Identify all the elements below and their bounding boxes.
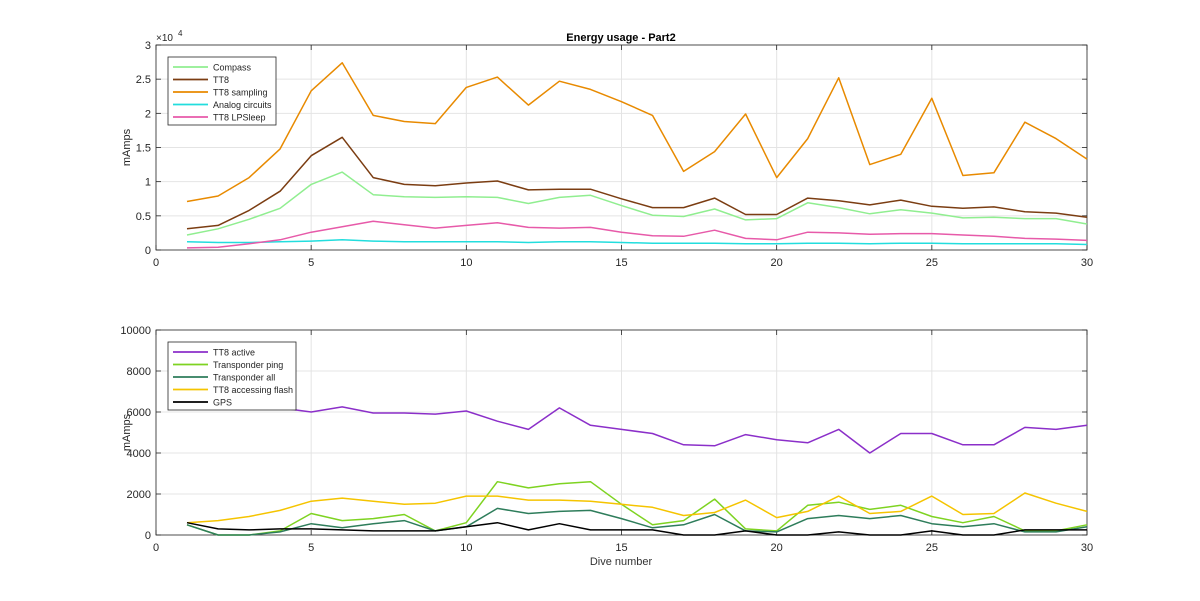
- y-tick-label: 1: [145, 177, 151, 189]
- series-line-compass: [186, 171, 1088, 236]
- x-tick-label: 20: [771, 257, 783, 269]
- legend: TT8 active Transponder ping Transponder al…: [167, 341, 297, 411]
- series-line-tt8-accessing-flash: [186, 492, 1088, 524]
- figure-title: Energy usage - Part2: [566, 32, 675, 44]
- series-line-tt8-active: [187, 406, 1088, 454]
- legend-label: TT8 sampling: [213, 88, 268, 98]
- series-line-analog-circuits: [186, 239, 1088, 246]
- legend-label: GPS: [213, 398, 232, 408]
- y-tick-label: 0.5: [136, 211, 151, 223]
- x-tick-label: 0: [153, 542, 159, 554]
- y-axis-label: mAmps: [121, 128, 133, 166]
- y-tick-label: 8000: [127, 366, 151, 378]
- x-tick-label: 30: [1081, 257, 1093, 269]
- y-tick-label: 2.5: [136, 74, 151, 86]
- y-tick-label: 6000: [127, 407, 151, 419]
- series-line-tt8-lpsleep: [186, 220, 1088, 249]
- legend-box: [167, 56, 277, 126]
- series-line-tt8-sampling: [186, 62, 1088, 203]
- legend-label: Compass: [213, 63, 252, 73]
- y-tick-label: 2: [145, 108, 151, 120]
- legend-box: [167, 341, 297, 411]
- x-axis-label: Dive number: [590, 556, 653, 568]
- y-tick-label: 0: [145, 530, 151, 542]
- series-line-transponder-ping: [186, 480, 1088, 536]
- x-tick-label: 10: [460, 542, 472, 554]
- x-tick-label: 25: [926, 257, 938, 269]
- legend-label: Analog circuits: [213, 100, 272, 110]
- legend-label: TT8 accessing flash: [213, 385, 293, 395]
- x-tick-label: 5: [308, 257, 314, 269]
- x-tick-label: 0: [153, 257, 159, 269]
- legend-label: Transponder all: [213, 373, 275, 383]
- x-tick-label: 10: [460, 257, 472, 269]
- legend-label: TT8 LPSleep: [213, 113, 266, 123]
- x-tick-label: 25: [926, 542, 938, 554]
- x-tick-label: 20: [771, 542, 783, 554]
- x-tick-label: 30: [1081, 542, 1093, 554]
- y-tick-label: 1.5: [136, 143, 151, 155]
- y-tick-label: 10000: [120, 325, 151, 337]
- legend-label: Transponder ping: [213, 360, 283, 370]
- legend: Compass TT8 TT8 sampling Analog circuits TT8…: [167, 56, 277, 126]
- x-tick-label: 5: [308, 542, 314, 554]
- y-tick-label: 4000: [127, 448, 151, 460]
- series-line-gps: [186, 521, 1087, 536]
- y-axis-label: mAmps: [121, 413, 133, 451]
- y-exponent-label: ×10: [156, 33, 173, 44]
- y-exponent-power: 4: [178, 29, 183, 38]
- y-tick-label: 3: [145, 40, 151, 52]
- bottom-axes: 0 5 10 15 20 25 30 0 2000 4000 6000 8000 10000 mAmps T…: [120, 325, 1093, 554]
- legend-label: TT8: [213, 75, 229, 85]
- y-tick-label: 0: [145, 245, 151, 257]
- x-tick-label: 15: [615, 257, 627, 269]
- top-axes: 0 5 10 15 20 25 30 0 0.5 1 1.5 2 2.5 3 ×10 4 mAmps Compas…: [121, 29, 1093, 269]
- series-line-tt8: [186, 136, 1088, 230]
- series-line-transponder-all: [186, 507, 1088, 536]
- y-tick-label: 2000: [127, 489, 151, 501]
- x-tick-label: 15: [615, 542, 627, 554]
- legend-label: TT8 active: [213, 348, 255, 358]
